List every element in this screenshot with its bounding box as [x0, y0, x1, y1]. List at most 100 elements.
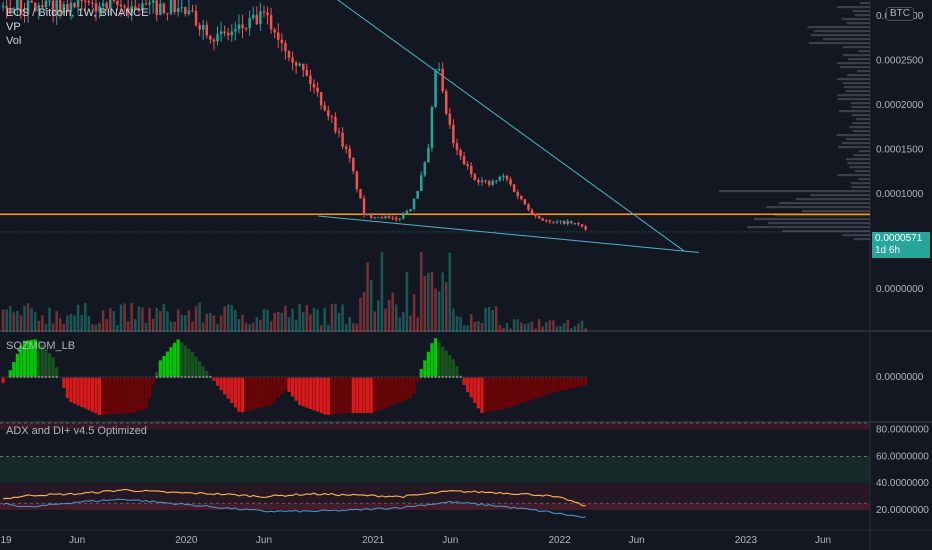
volume-profile-bar	[837, 98, 870, 101]
momentum-bar	[555, 377, 559, 392]
momentum-bar	[215, 377, 220, 386]
candle-body	[119, 4, 123, 7]
momentum-bar	[516, 377, 520, 405]
momentum-bar	[398, 377, 402, 403]
time-tick-label: 2020	[175, 535, 198, 546]
volume-bar	[355, 323, 359, 332]
momentum-bar	[376, 377, 380, 411]
candle-body	[309, 75, 312, 84]
squeeze-dot	[466, 375, 469, 379]
squeeze-dot	[391, 375, 394, 379]
volume-bar	[230, 305, 234, 332]
momentum-bar	[423, 360, 427, 377]
squeeze-dot	[176, 375, 180, 379]
squeeze-dot	[470, 375, 473, 379]
volume-bar	[184, 315, 187, 332]
candle-body	[159, 3, 162, 15]
momentum-bar	[426, 351, 430, 377]
momentum-bar	[355, 377, 359, 413]
volume-bar	[473, 321, 477, 332]
momentum-bar	[362, 377, 366, 413]
squeeze-dot	[380, 375, 384, 379]
volume-bar	[573, 326, 577, 332]
momentum-bar	[462, 377, 466, 385]
candle-body	[455, 142, 459, 150]
volume-bar	[112, 311, 116, 332]
volume-bar	[69, 313, 73, 332]
squeeze-dot	[109, 375, 112, 379]
currency-badge[interactable]: BTC	[886, 7, 914, 21]
volume-profile-bar	[842, 82, 870, 85]
volume-bar	[16, 310, 19, 332]
candle-body	[191, 10, 194, 12]
volume-bar	[251, 322, 255, 332]
momentum-bar	[269, 377, 273, 405]
candle-body	[459, 149, 462, 157]
volume-bar	[394, 304, 398, 332]
squeeze-dot	[373, 375, 376, 379]
momentum-bar	[90, 377, 95, 412]
candle-body	[284, 43, 287, 52]
volume-bar	[205, 313, 209, 332]
volume-profile-bar	[845, 158, 870, 161]
volume-bar	[284, 305, 287, 332]
momentum-bar	[469, 377, 473, 398]
momentum-bar	[294, 377, 298, 401]
candle-body	[466, 164, 469, 167]
momentum-bar	[480, 377, 484, 413]
volume-bar	[66, 315, 69, 332]
bar-countdown: 1d 6h	[875, 245, 901, 256]
candle-body	[294, 62, 298, 66]
momentum-bar	[133, 377, 137, 412]
squeeze-dot	[402, 375, 405, 379]
squeeze-dot	[23, 375, 26, 379]
volume-profile-bar	[855, 170, 870, 173]
momentum-bar	[512, 377, 516, 406]
squeeze-dot	[62, 375, 66, 379]
volume-bar	[151, 318, 155, 332]
adx-pane-label[interactable]: ADX and DI+ v4.5 Optimized	[6, 425, 147, 437]
volume-bar	[37, 320, 41, 332]
squeeze-dot	[480, 375, 484, 379]
momentum-bar	[523, 377, 527, 403]
squeeze-dot	[244, 375, 248, 379]
momentum-bar	[147, 377, 152, 398]
candle-body	[573, 223, 577, 225]
candle-body	[277, 32, 280, 40]
momentum-pane-label[interactable]: SQZMOM_LB	[6, 340, 76, 352]
volume-bar	[101, 310, 105, 332]
volume-bar	[244, 322, 248, 332]
candle-body	[487, 181, 491, 185]
momentum-bar	[301, 377, 305, 407]
candle-body	[405, 210, 409, 214]
candle-body	[19, 0, 23, 13]
candle-body	[209, 35, 212, 40]
squeeze-dot	[530, 375, 534, 379]
candle-body	[26, 0, 30, 14]
momentum-bar	[451, 359, 455, 377]
volume-bar	[584, 328, 587, 332]
candle-body	[359, 189, 362, 199]
candle-body	[298, 63, 301, 66]
squeeze-dot	[420, 375, 423, 379]
momentum-bar	[473, 377, 477, 403]
volume-profile-bar	[846, 138, 870, 141]
candle-body	[273, 29, 276, 33]
momentum-bar	[248, 377, 252, 411]
vol-indicator-label[interactable]: Vol	[6, 35, 22, 47]
squeeze-dot	[205, 375, 208, 379]
candle-body	[244, 28, 248, 30]
volume-bar	[516, 319, 519, 332]
squeeze-dot	[377, 375, 380, 379]
volume-bar	[173, 321, 176, 332]
volume-bar	[384, 308, 387, 332]
volume-profile-bar	[847, 162, 870, 165]
momentum-bar	[44, 348, 48, 377]
volume-profile-bar	[837, 174, 870, 177]
squeeze-dot	[173, 375, 176, 379]
squeeze-dot	[116, 375, 119, 379]
momentum-bar	[394, 377, 398, 404]
volume-bar	[166, 311, 169, 332]
vp-indicator-label[interactable]: VP	[6, 21, 21, 33]
